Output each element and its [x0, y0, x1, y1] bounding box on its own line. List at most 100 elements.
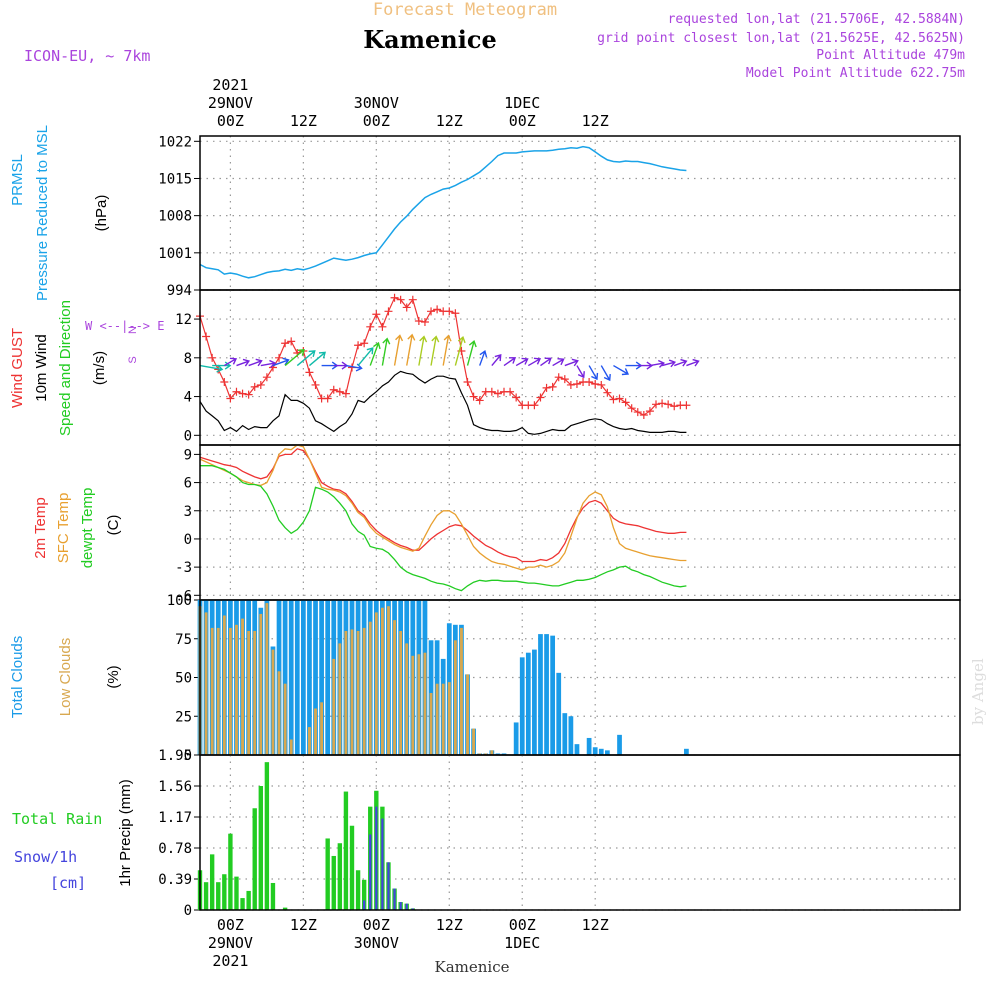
wind-direction-arrow [308, 351, 327, 367]
top-time-label: 00Z [509, 112, 536, 130]
gust-marker [220, 378, 229, 387]
model-label: ICON-EU, ~ 7km [24, 47, 150, 65]
low-cloud-bar [411, 655, 415, 755]
total-cloud-bar [513, 722, 519, 755]
low-cloud-bar [253, 631, 257, 755]
total-cloud-bar [598, 748, 604, 755]
gust-marker [311, 380, 320, 389]
total-cloud-bar [288, 600, 294, 755]
top-time-label: 00Z [363, 112, 390, 130]
low-cloud-bar [441, 683, 445, 755]
low-cloud-bar [241, 618, 244, 755]
gust-marker [572, 379, 581, 388]
low-cloud-bar [271, 649, 275, 755]
y-tick-label: 1.56 [158, 779, 192, 795]
wind-direction-arrow [454, 335, 466, 366]
low-cloud-bar [204, 612, 208, 755]
precip-label: 1hr Precip (mm) [117, 779, 134, 887]
total-cloud-bar [325, 600, 331, 755]
wind-direction-arrow [503, 357, 517, 367]
gust-marker [487, 387, 496, 396]
credit-watermark: by Angel [969, 658, 987, 725]
rain-bar [349, 825, 355, 910]
wind-unit: (m/s) [91, 351, 108, 385]
low-cloud-bar [332, 658, 336, 755]
gust-marker [232, 387, 241, 396]
low-cloud-bar [429, 693, 433, 755]
snow-bar [393, 888, 396, 910]
wind-direction-arrow [576, 365, 585, 379]
gust-marker [305, 368, 314, 377]
gust-marker [658, 399, 667, 408]
wind-panel: 0 4 8 12 Wind GUST 10m Wind Speed and Directio… [9, 289, 961, 446]
gust-marker [433, 305, 442, 314]
rain-bar [222, 874, 227, 910]
total-cloud-bar [574, 744, 580, 755]
temperature-panel: -6 -3 0 3 6 9 2m Temp SFC Temp dewpt Temp (C) [32, 444, 961, 604]
wind-direction-arrow [661, 359, 677, 368]
wind-direction-arrow [199, 364, 224, 373]
wind-direction-arrow [649, 359, 666, 368]
y-tick-label: 1.17 [158, 810, 192, 826]
gust-marker [469, 392, 478, 401]
total-cloud-bar [519, 657, 525, 755]
low-cloud-bar [320, 702, 324, 755]
dewpt-label: dewpt Temp [79, 488, 96, 569]
rain-bar [337, 843, 343, 910]
wind-direction-arrow [223, 357, 238, 367]
rain-bar [216, 882, 221, 910]
wind-direction-arrow [479, 350, 488, 366]
total-clouds-label: Total Clouds [9, 636, 26, 719]
point-altitude: Point Altitude 479m [816, 48, 965, 63]
top-time-label: 12Z [582, 112, 609, 130]
snow-legend: Snow/1h [14, 848, 77, 866]
rain-bar [209, 854, 215, 910]
bottom-time-label: 12Z [436, 916, 463, 934]
bottom-time-label: 00Z [363, 916, 390, 934]
low-cloud-bar [466, 674, 469, 755]
gust-marker [378, 322, 387, 331]
snow-unit: [cm] [50, 874, 86, 892]
low-cloud-bar [235, 624, 238, 755]
gust-marker [390, 293, 399, 302]
wind-direction-arrow [674, 358, 688, 367]
gust-marker [420, 317, 429, 326]
total-cloud-bar [556, 672, 562, 755]
temp-series-line [199, 448, 687, 563]
gust-marker [202, 332, 211, 341]
gust-marker [463, 378, 472, 387]
wind-direction-arrow [552, 358, 565, 367]
footer-location: Kamenice [435, 958, 510, 976]
top-time-label: 2021 [212, 76, 248, 94]
snow-bar [369, 834, 372, 910]
total-cloud-bar [538, 634, 543, 755]
pressure-title: PRMSL [9, 154, 26, 206]
gust-marker [360, 339, 369, 348]
low-cloud-bar [356, 631, 360, 755]
total-cloud-bar [495, 753, 501, 755]
low-cloud-bar [228, 627, 232, 755]
location-title: Kamenice [363, 25, 497, 54]
wind-direction-arrow [236, 358, 251, 367]
rain-bar [355, 870, 361, 910]
gust-marker [585, 378, 594, 387]
y-tick-label: 25 [175, 709, 192, 725]
clouds-panel: 0 25 50 75 100 Total Clouds Low Clouds (%) [9, 593, 961, 764]
y-tick-label: 1001 [158, 246, 192, 262]
snow-bar [381, 818, 384, 910]
y-tick-label: 3 [184, 504, 192, 520]
low-cloud-bar [259, 613, 263, 755]
rain-bar [270, 882, 276, 910]
gust-marker [609, 395, 618, 404]
gust-marker [329, 385, 338, 394]
top-time-label: 29NOV [208, 94, 253, 112]
wind-direction-arrow [491, 354, 502, 367]
low-cloud-bar [423, 652, 427, 755]
bottom-time-label: 2021 [212, 952, 248, 970]
wind-direction-arrow [600, 365, 611, 382]
y-tick-label: 6 [184, 476, 192, 492]
wind-direction-arrow [393, 334, 404, 366]
rain-bar [228, 833, 233, 910]
temp-unit: (C) [105, 515, 122, 536]
